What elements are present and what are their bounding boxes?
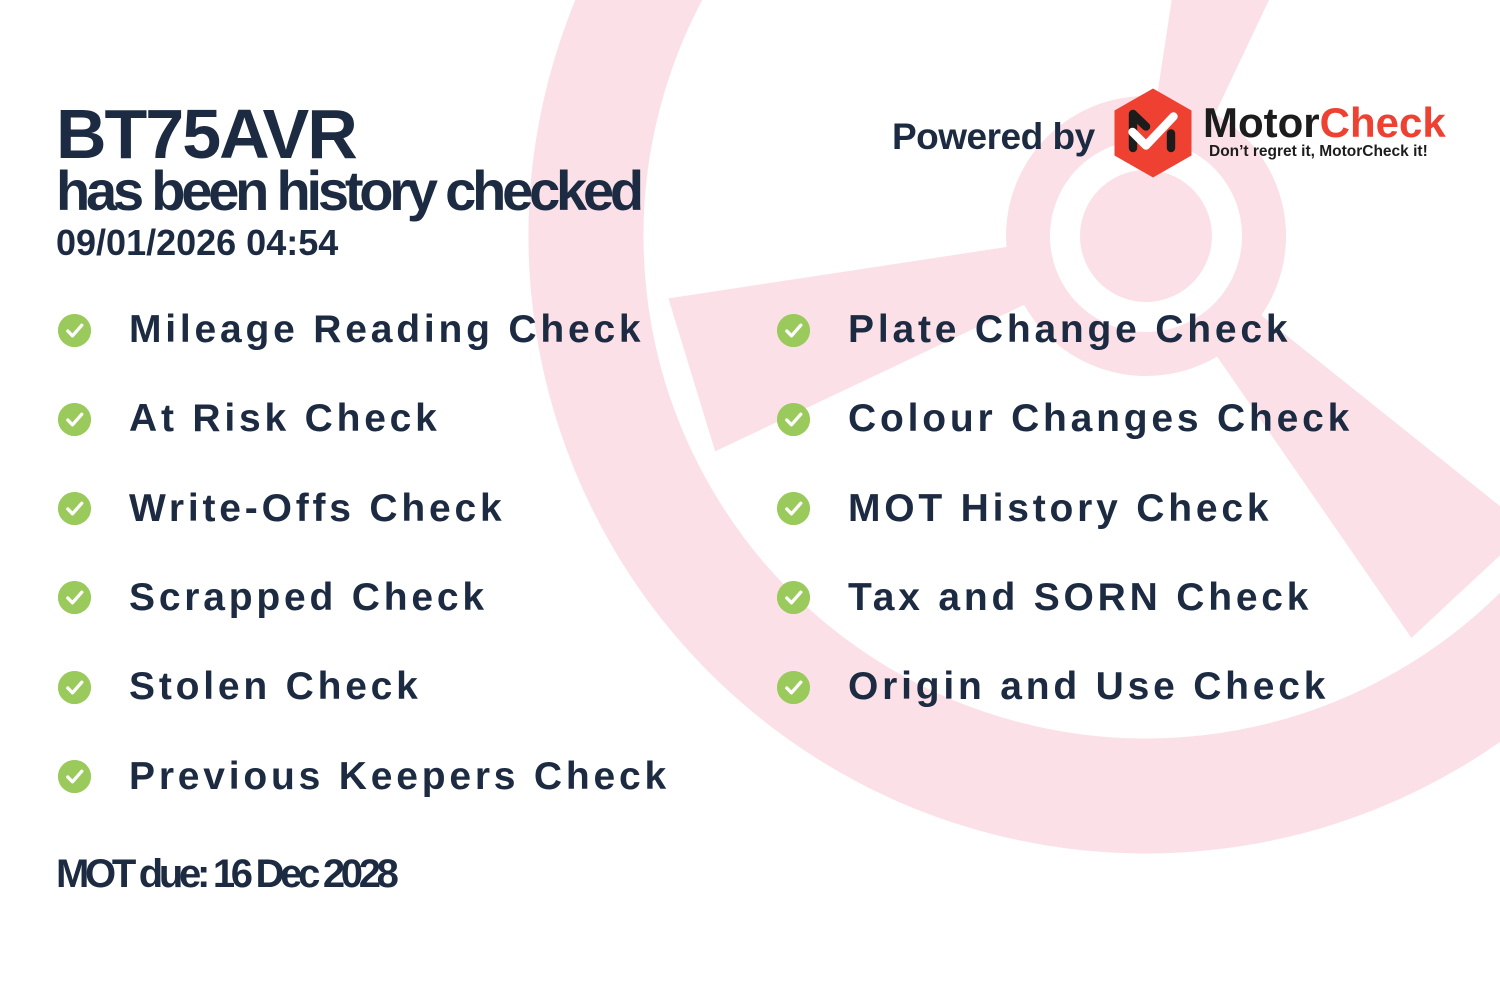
svg-text:Don’t regret it, MotorCheck it: Don’t regret it, MotorCheck it! xyxy=(1209,143,1428,160)
svg-text:MotorCheck: MotorCheck xyxy=(1203,99,1446,146)
